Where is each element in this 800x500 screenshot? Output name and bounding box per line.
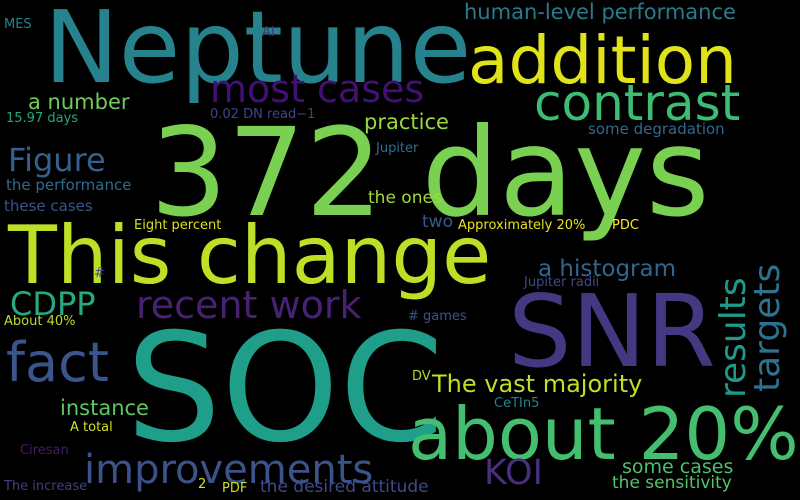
word-approximately-20: Approximately 20%	[458, 218, 586, 233]
word-koi: KOI	[484, 453, 543, 493]
word-the-increase: The increase	[4, 479, 88, 494]
word-a-number: a number	[28, 90, 130, 114]
word-372-days: 372 days	[150, 102, 710, 244]
word-neptune: Neptune	[44, 0, 472, 106]
word-instance: instance	[60, 396, 149, 420]
word-a-histogram: a histogram	[538, 256, 676, 282]
word-cetin5: CeTIn5	[494, 396, 540, 411]
word-ciresan: Ciresan	[20, 443, 69, 458]
word-improvements: improvements	[84, 447, 374, 493]
word-15-97-days: 15.97 days	[6, 111, 79, 126]
word-about-20: about 20%	[408, 392, 799, 476]
word-practice: practice	[364, 110, 449, 134]
word-the-sensitivity: the sensitivity	[612, 473, 732, 493]
word-0-02-dn-read: 0.02 DN read−1	[210, 107, 316, 122]
word-mes: MES	[4, 17, 32, 32]
word-human-level-performance: human-level performance	[464, 0, 736, 24]
word-the-vast-majority: The vast majority	[432, 370, 643, 398]
word-two: two	[422, 212, 453, 232]
word-soc: SOC	[126, 302, 445, 476]
word-this-change: This change	[8, 209, 492, 302]
word-contrast: contrast	[534, 74, 741, 132]
word-eight-percent: Eight percent	[134, 218, 222, 233]
word-some-degradation: some degradation	[588, 120, 725, 138]
word-targets: targets	[747, 263, 788, 392]
word-about-40: About 40%	[4, 314, 76, 329]
word-hash: #	[94, 266, 105, 281]
word-these-cases: these cases	[4, 197, 93, 215]
word-recent-work: recent work	[136, 283, 362, 327]
word-the-performance: the performance	[6, 176, 132, 194]
word-fact: fact	[6, 331, 109, 394]
word-2: 2	[198, 477, 207, 492]
word-the-ones: the ones	[368, 188, 442, 208]
word-addition: addition	[468, 22, 737, 99]
word-jupiter-radii: Jupiter radii	[524, 275, 600, 290]
word-ai: AI	[262, 25, 275, 40]
word-cdpp: CDPP	[10, 285, 96, 323]
word-snr: SNR	[508, 273, 716, 390]
word-a-total: A total	[70, 420, 113, 435]
word-the-desired-attitude: the desired attitude	[260, 477, 429, 497]
word-pdf: PDF	[222, 481, 248, 496]
word-some-cases: some cases	[622, 456, 734, 478]
word-most-cases: most cases	[210, 67, 425, 111]
word-pdc: PDC	[612, 218, 639, 233]
word-dv: DV	[412, 369, 431, 384]
word-figure: Figure	[8, 141, 106, 179]
word-jupiter: Jupiter	[376, 141, 419, 156]
word-hash-games: # games	[408, 309, 467, 324]
